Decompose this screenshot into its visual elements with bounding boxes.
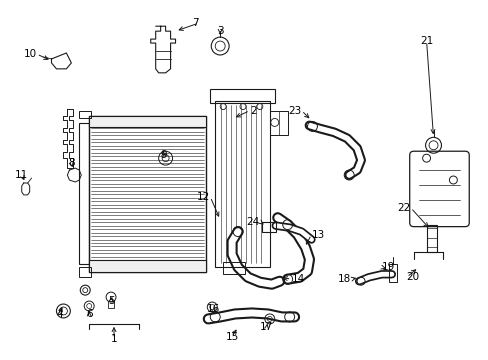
Text: 23: 23 xyxy=(288,105,301,116)
Text: 3: 3 xyxy=(217,26,223,36)
Bar xyxy=(79,267,91,277)
Text: 18: 18 xyxy=(337,274,350,284)
Text: 11: 11 xyxy=(15,170,28,180)
Text: 10: 10 xyxy=(23,49,37,59)
Bar xyxy=(426,225,436,252)
Bar xyxy=(108,301,114,308)
Bar xyxy=(262,222,275,231)
Text: 6: 6 xyxy=(86,309,92,319)
Text: 12: 12 xyxy=(197,192,210,202)
Bar xyxy=(210,89,274,103)
Text: 22: 22 xyxy=(397,203,410,213)
Bar xyxy=(79,111,91,118)
Text: 13: 13 xyxy=(311,230,324,239)
Bar xyxy=(89,116,206,127)
Text: 19: 19 xyxy=(381,262,394,272)
Text: 17: 17 xyxy=(260,322,273,332)
Text: 16: 16 xyxy=(206,304,220,314)
Text: 9: 9 xyxy=(160,150,166,160)
Text: 2: 2 xyxy=(249,105,256,116)
Text: 14: 14 xyxy=(291,274,304,284)
Bar xyxy=(89,260,206,272)
Bar xyxy=(223,262,244,274)
Text: 24: 24 xyxy=(246,217,259,227)
Text: 5: 5 xyxy=(107,296,114,306)
Text: 4: 4 xyxy=(56,309,62,319)
Bar xyxy=(79,123,89,264)
Text: 21: 21 xyxy=(419,36,432,46)
Bar xyxy=(89,116,206,272)
Text: 1: 1 xyxy=(110,334,117,344)
Text: 15: 15 xyxy=(225,332,238,342)
Text: 7: 7 xyxy=(191,18,198,28)
Bar xyxy=(388,264,396,282)
Text: 8: 8 xyxy=(68,158,75,168)
Bar xyxy=(269,111,287,135)
Text: 20: 20 xyxy=(406,272,419,282)
Bar xyxy=(215,100,269,267)
